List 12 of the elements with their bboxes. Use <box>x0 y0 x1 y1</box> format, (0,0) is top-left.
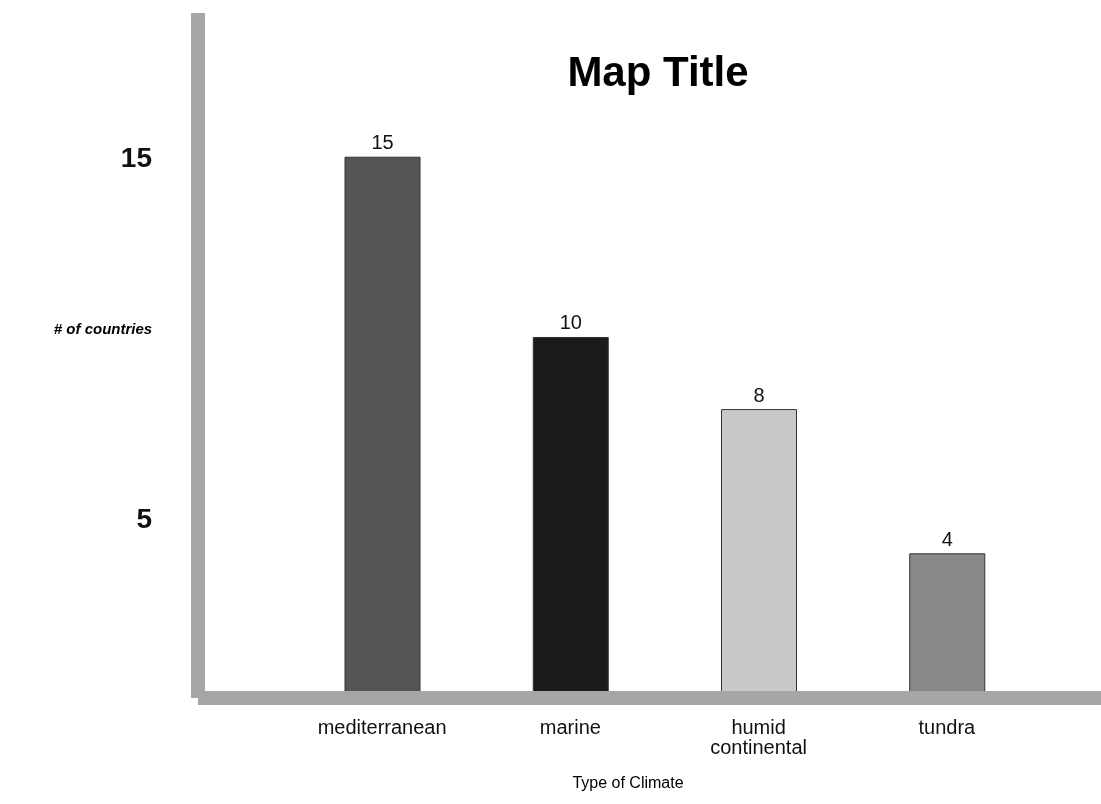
x-tick-label: tundra <box>918 716 977 739</box>
x-tick-label: humid continental <box>710 716 807 759</box>
x-tick-label: marine <box>539 716 601 739</box>
y-tick-label: 5 <box>136 502 152 534</box>
data-label: 10 <box>559 311 582 334</box>
data-label: 15 <box>371 131 394 154</box>
y-axis-title: # of countries <box>52 320 154 337</box>
x-tick-label: mediterranean <box>317 716 447 739</box>
text: Map Title <box>566 48 750 96</box>
x-axis-title: Type of Climate <box>571 774 685 792</box>
data-label: 8 <box>753 383 765 406</box>
data-label: 4 <box>941 527 953 550</box>
